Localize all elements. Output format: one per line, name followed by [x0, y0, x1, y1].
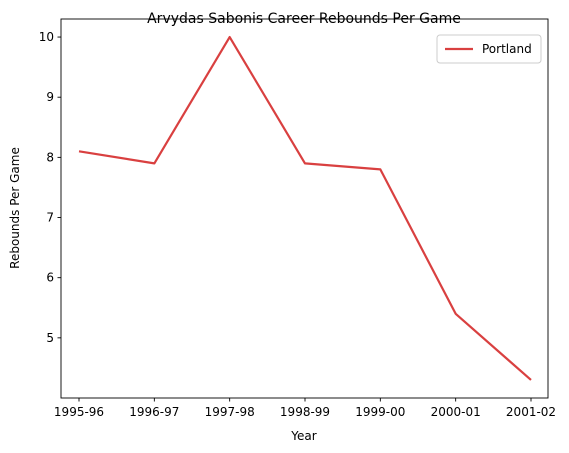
y-axis: 5 6 7 8 9 10 [39, 30, 61, 345]
y-axis-label: Rebounds Per Game [8, 147, 22, 269]
legend-box [436, 34, 542, 64]
x-tick-label: 1998-99 [280, 405, 330, 419]
series-line-portland [78, 35, 532, 381]
x-tick-label: 1995-96 [54, 405, 104, 419]
y-tick-label: 8 [46, 150, 54, 164]
legend: Portland [436, 34, 542, 64]
y-tick-label: 10 [39, 30, 54, 44]
x-tick-label: 2000-01 [431, 405, 481, 419]
y-tick-label: 6 [46, 271, 54, 285]
x-axis: 1995-96 1996-97 1997-98 1998-99 1999-00 2000-… [54, 398, 556, 419]
legend-label-portland: Portland [482, 42, 532, 56]
x-tick-label: 2001-02 [506, 405, 556, 419]
x-tick-label: 1997-98 [205, 405, 255, 419]
plot-area [60, 18, 549, 399]
y-tick-label: 9 [46, 90, 54, 104]
x-axis-label: Year [290, 429, 316, 443]
y-tick-label: 7 [46, 211, 54, 225]
y-tick-label: 5 [46, 331, 54, 345]
x-tick-label: 1999-00 [355, 405, 405, 419]
x-tick-label: 1996-97 [129, 405, 179, 419]
series-layer [78, 35, 532, 381]
